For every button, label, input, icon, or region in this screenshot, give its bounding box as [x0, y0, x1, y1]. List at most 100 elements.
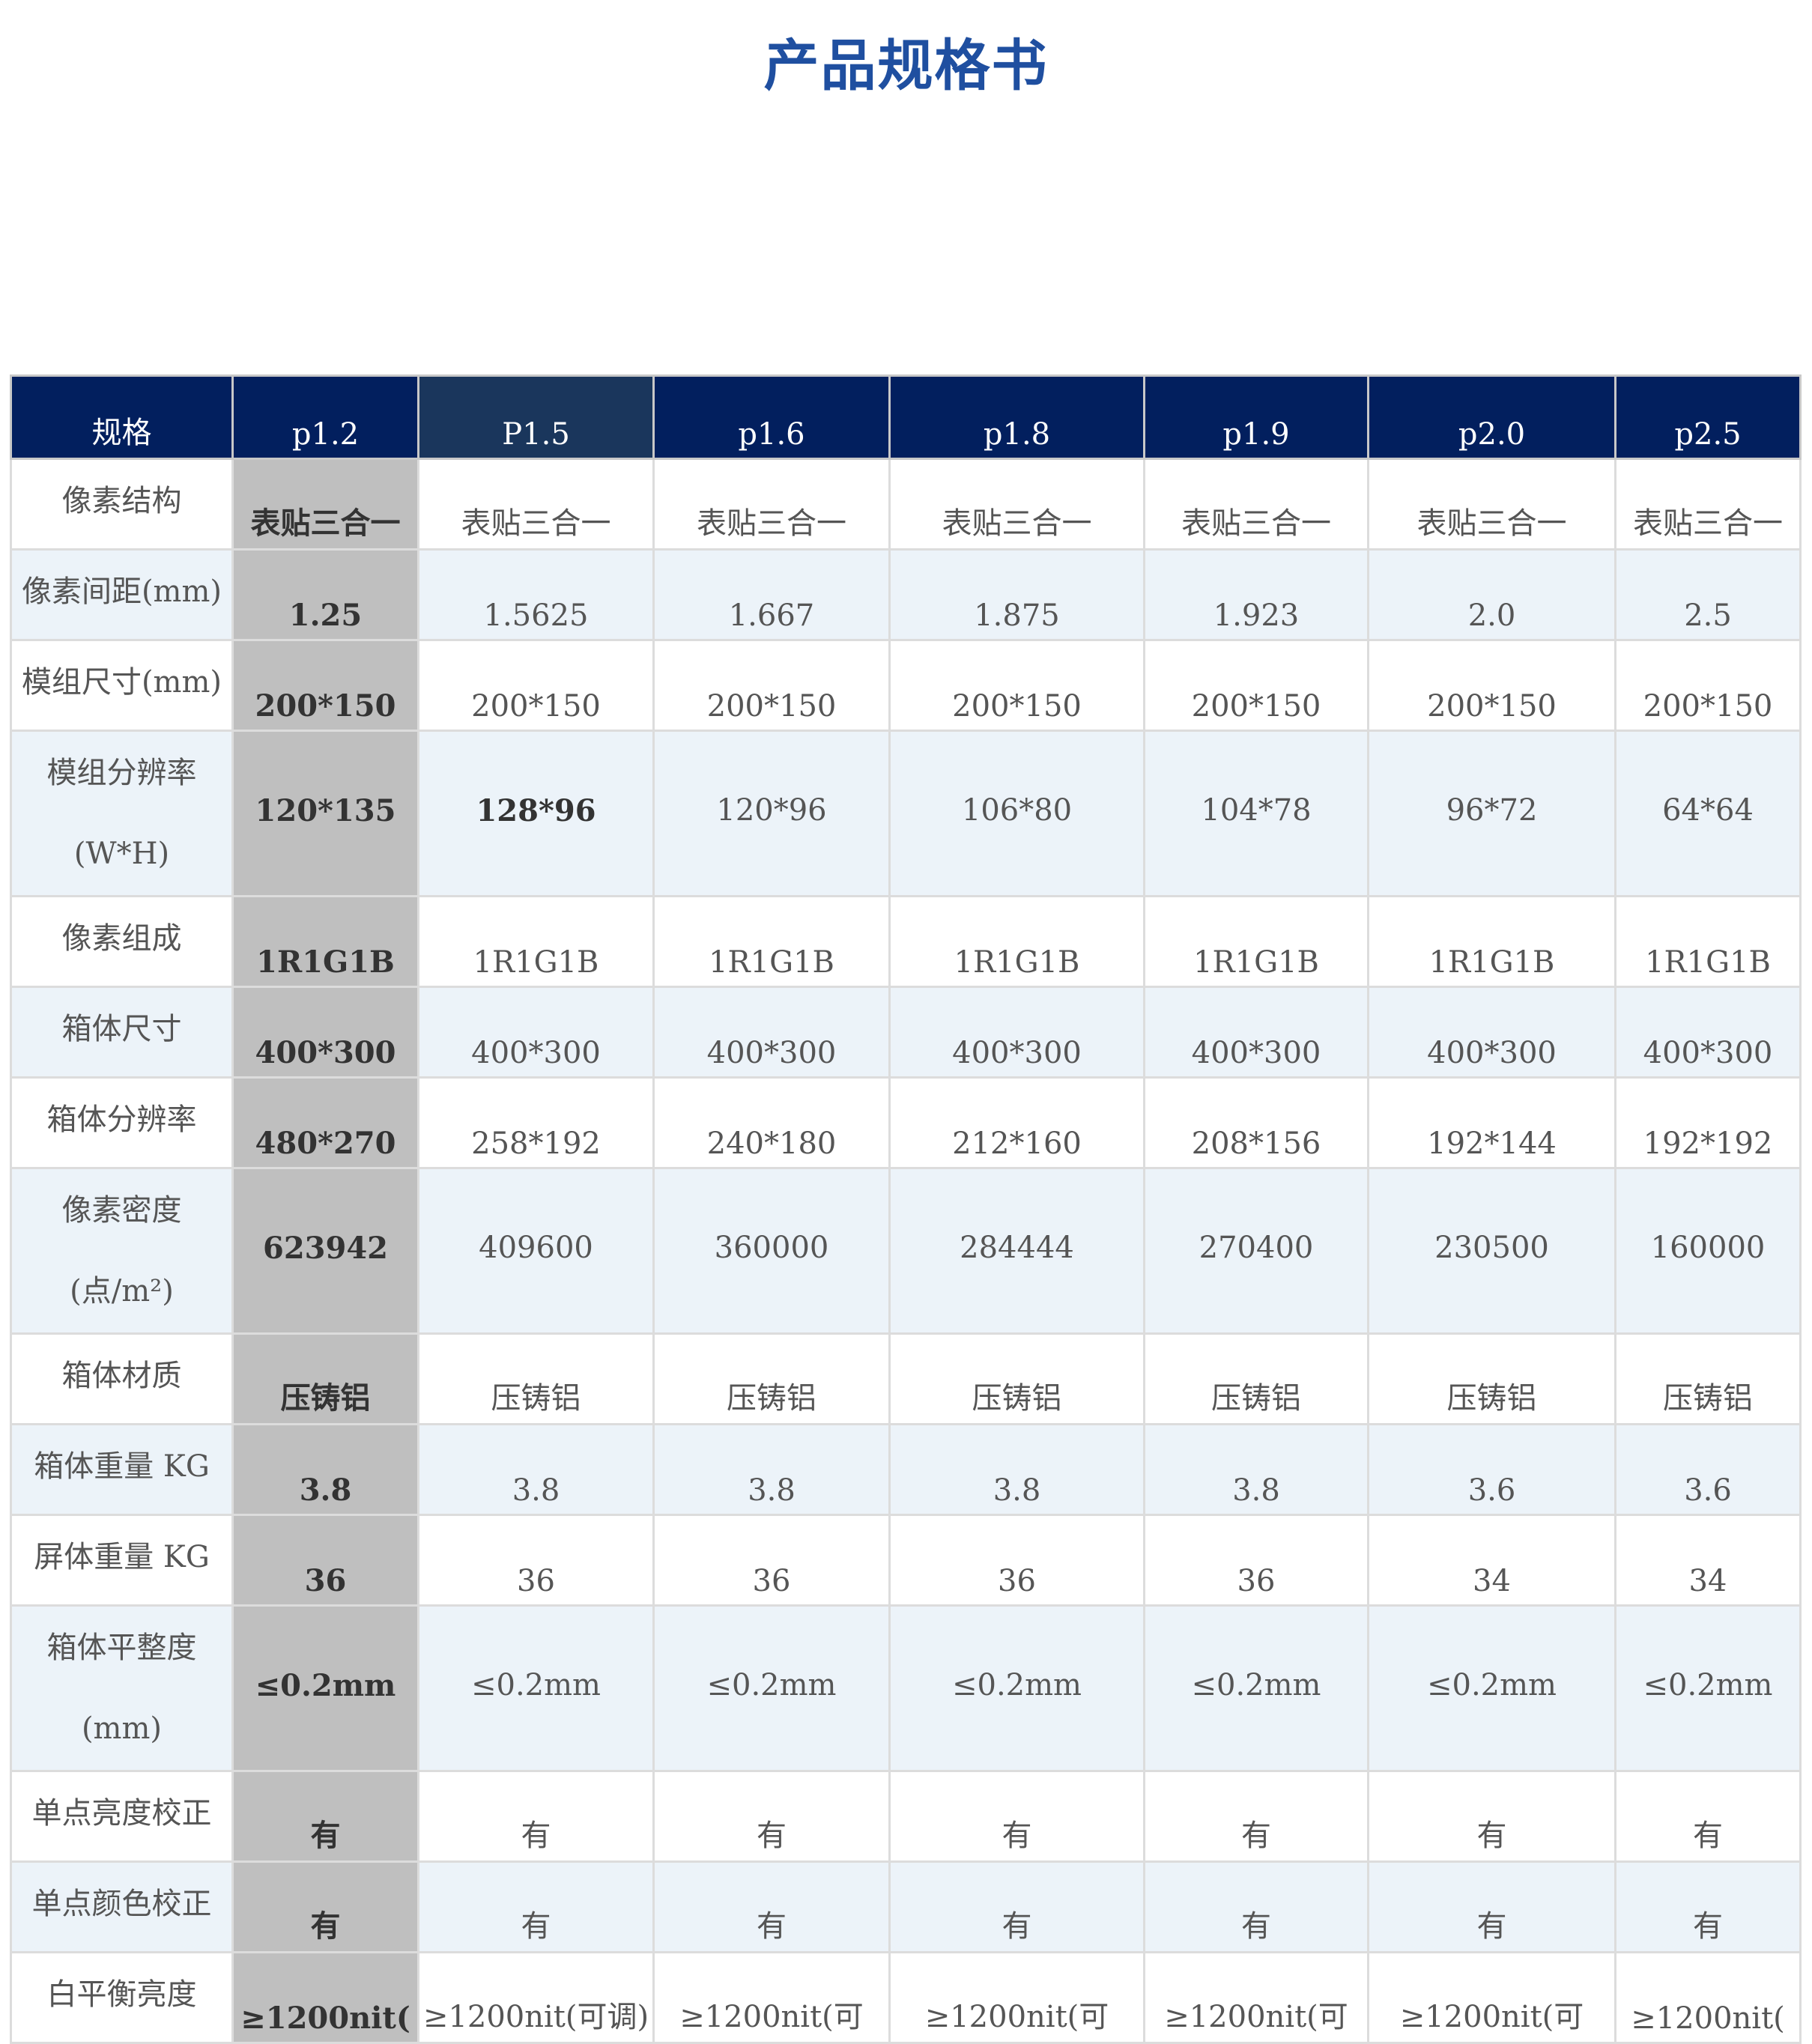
row-label: 屏体重量 KG — [10, 1514, 234, 1607]
table-row: 像素结构 表贴三合一 表贴三合一 表贴三合一 表贴三合一 表贴三合一 表贴三合一 表贴三合一 — [10, 458, 1802, 551]
table-cell: 200*150 — [888, 639, 1145, 732]
row-label: 箱体分辨率 — [10, 1076, 234, 1169]
table-cell: 压铸铝 — [1143, 1332, 1369, 1425]
row-label: 白平衡亮度 — [10, 1951, 234, 2044]
table-row: 白平衡亮度 ≥1200nit(≥1200nit(可调) ≥1200nit(可 ≥120… — [10, 1951, 1802, 2044]
row-label: 箱体重量 KG — [10, 1423, 234, 1516]
table-cell: 有 — [1367, 1860, 1616, 1953]
table-cell: 36 — [888, 1514, 1145, 1607]
table-cell: 200*150 — [652, 639, 891, 732]
table-cell: 128*96 — [417, 730, 655, 897]
table-cell: 2.0 — [1367, 548, 1616, 641]
table-cell: 106*80 — [888, 730, 1145, 897]
table-cell: 3.8 — [1143, 1423, 1369, 1516]
table-cell: 1R1G1B — [652, 895, 891, 988]
table-cell: 240*180 — [652, 1076, 891, 1169]
row-label: 单点亮度校正 — [10, 1770, 234, 1863]
table-row: 像素间距(mm) 1.25 1.5625 1.667 1.875 1.923 2.0 2.5 — [10, 548, 1802, 641]
table-cell: ≤0.2mm — [1143, 1604, 1369, 1772]
table-cell: ≥1200nit(可 — [888, 1951, 1145, 2044]
table-cell: 230500 — [1367, 1167, 1616, 1335]
table-row: 箱体重量 KG 3.8 3.8 3.8 3.8 3.8 3.6 3.6 — [10, 1423, 1802, 1516]
table-cell: 200*150 — [1367, 639, 1616, 732]
table-cell: 400*300 — [1614, 986, 1802, 1079]
header-model: p1.6 — [652, 374, 891, 460]
table-cell: ≤0.2mm — [652, 1604, 891, 1772]
table-row: 单点亮度校正有有有有有有有 — [10, 1770, 1802, 1863]
table-cell: 36 — [652, 1514, 891, 1607]
table-row: 模组分辨率(W*H) 120*135 128*96 120*96 106*80 104*7… — [10, 730, 1802, 897]
table-cell: 3.8 — [231, 1423, 419, 1516]
table-cell: 1R1G1B — [1367, 895, 1616, 988]
table-cell: 160000 — [1614, 1167, 1802, 1335]
table-row: 箱体平整度(mm) ≤0.2mm ≤0.2mm ≤0.2mm ≤0.2mm ≤0.2mm ≤… — [10, 1604, 1802, 1772]
table-cell: ≤0.2mm — [231, 1604, 419, 1772]
header-model: P1.5 — [417, 374, 655, 460]
row-label: 像素间距(mm) — [10, 548, 234, 641]
table-cell: 200*150 — [1143, 639, 1369, 732]
table-cell: 400*300 — [231, 986, 419, 1079]
table-cell: 200*150 — [231, 639, 419, 732]
table-cell: 有 — [1143, 1770, 1369, 1863]
table-cell: 表贴三合一 — [1143, 458, 1369, 551]
table-cell: 34 — [1367, 1514, 1616, 1607]
table-cell: 34 — [1614, 1514, 1802, 1607]
table-cell: 480*270 — [231, 1076, 419, 1169]
table-row: 模组尺寸(mm) 200*150 200*150 200*150 200*150 200*… — [10, 639, 1802, 732]
table-cell: 270400 — [1143, 1167, 1369, 1335]
table-cell: 有 — [417, 1770, 655, 1863]
table-cell: ≥1200nit(可 — [1367, 1951, 1616, 2044]
table-cell: 有 — [417, 1860, 655, 1953]
header-model: p2.0 — [1367, 374, 1616, 460]
table-cell: 96*72 — [1367, 730, 1616, 897]
table-cell: 104*78 — [1143, 730, 1369, 897]
table-cell: ≥1200nit(可 — [1143, 1951, 1369, 2044]
table-cell: 表贴三合一 — [417, 458, 655, 551]
table-cell: 压铸铝 — [231, 1332, 419, 1425]
table-row: 像素组成 1R1G1B 1R1G1B 1R1G1B 1R1G1B 1R1G1B 1R1G1B… — [10, 895, 1802, 988]
table-cell: 表贴三合一 — [1367, 458, 1616, 551]
table-cell: 有 — [1614, 1860, 1802, 1953]
table-cell: 表贴三合一 — [1614, 458, 1802, 551]
table-cell: 有 — [1143, 1860, 1369, 1953]
header-model: p1.2 — [231, 374, 419, 460]
table-cell: 有 — [231, 1860, 419, 1953]
table-cell: 1.5625 — [417, 548, 655, 641]
table-cell: 2.5 — [1614, 548, 1802, 641]
table-cell: 208*156 — [1143, 1076, 1369, 1169]
row-label: 单点颜色校正 — [10, 1860, 234, 1953]
table-cell: ≤0.2mm — [1614, 1604, 1802, 1772]
table-cell: 120*135 — [231, 730, 419, 897]
table-cell: 1R1G1B — [1143, 895, 1369, 988]
row-label: 像素组成 — [10, 895, 234, 988]
header-model: p2.5 — [1614, 374, 1802, 460]
table-cell: 压铸铝 — [888, 1332, 1145, 1425]
table-cell: 有 — [1614, 1770, 1802, 1863]
table-cell: 表贴三合一 — [231, 458, 419, 551]
table-cell: 200*150 — [417, 639, 655, 732]
table-cell: ≥1200nit( — [231, 1951, 419, 2044]
table-row: 像素密度(点/m²) 623942 409600 360000 284444 270400… — [10, 1167, 1802, 1335]
table-cell: 3.8 — [888, 1423, 1145, 1516]
table-cell: 3.8 — [652, 1423, 891, 1516]
table-cell: 1.923 — [1143, 548, 1369, 641]
header-model: p1.9 — [1143, 374, 1369, 460]
row-label: 模组分辨率(W*H) — [10, 730, 234, 897]
table-cell: 409600 — [417, 1167, 655, 1335]
table-cell: 压铸铝 — [652, 1332, 891, 1425]
table-cell: 258*192 — [417, 1076, 655, 1169]
table-cell: ≤0.2mm — [417, 1604, 655, 1772]
row-label: 模组尺寸(mm) — [10, 639, 234, 732]
table-cell: 1R1G1B — [417, 895, 655, 988]
table-cell: 有 — [1367, 1770, 1616, 1863]
table-cell: 有 — [652, 1770, 891, 1863]
table-cell: 400*300 — [1143, 986, 1369, 1079]
table-cell: 表贴三合一 — [652, 458, 891, 551]
table-cell: 64*64 — [1614, 730, 1802, 897]
table-cell: 36 — [417, 1514, 655, 1607]
table-cell: 3.6 — [1614, 1423, 1802, 1516]
table-row: 屏体重量 KG 36 36 36 36 36 34 34 — [10, 1514, 1802, 1607]
header-row: 规格 p1.2 P1.5 p1.6 p1.8 p1.9 p2.0 p2.5 — [10, 374, 1802, 460]
header-model: p1.8 — [888, 374, 1145, 460]
table-cell: 有 — [888, 1860, 1145, 1953]
